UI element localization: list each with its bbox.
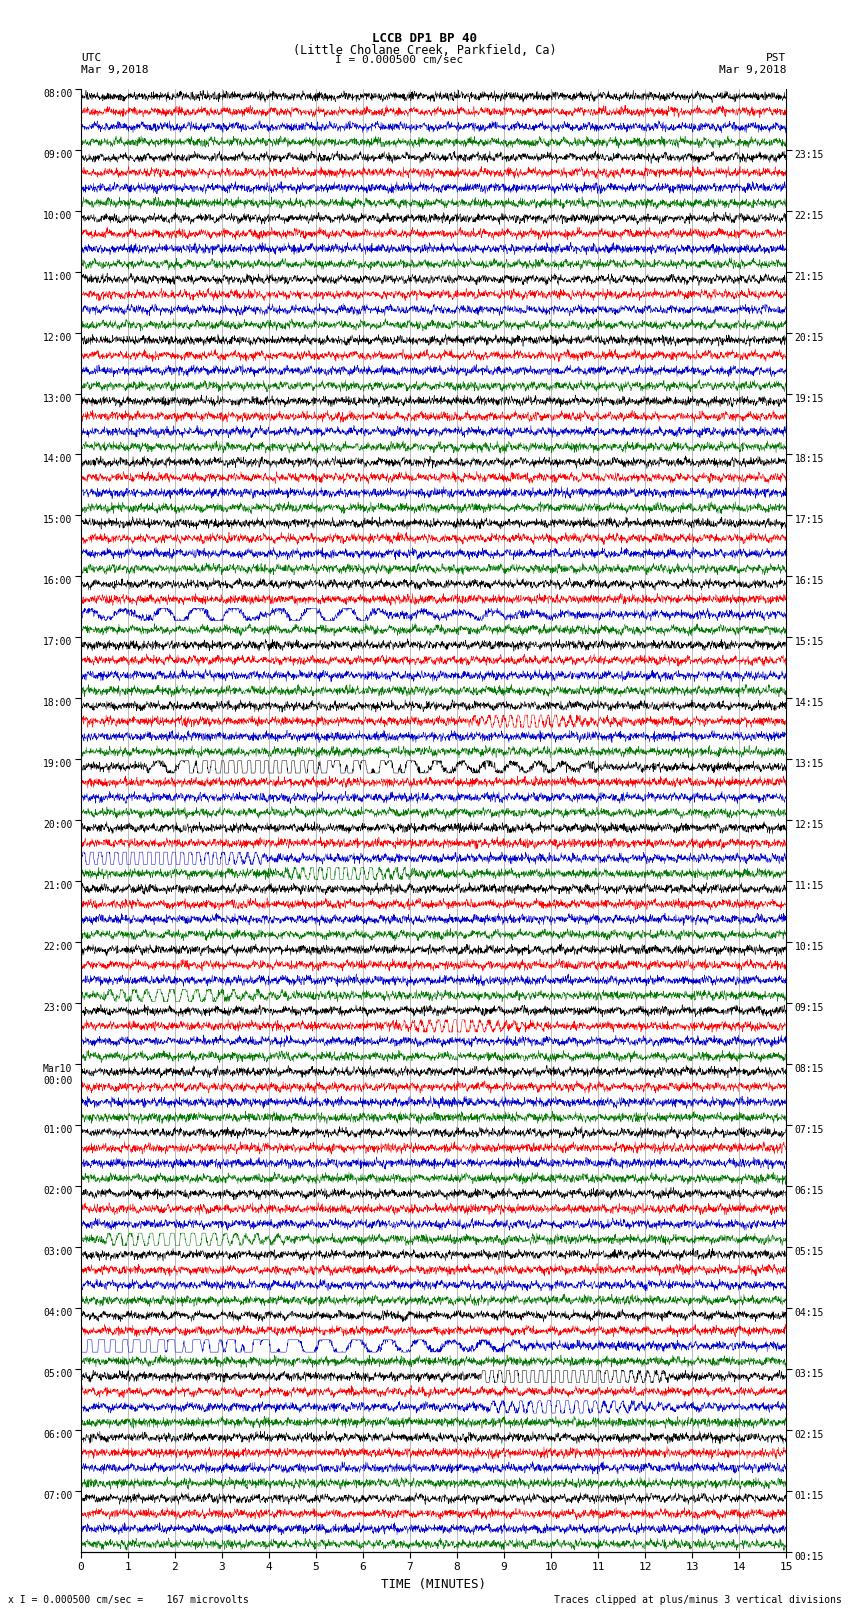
Text: Mar 9,2018: Mar 9,2018	[81, 65, 148, 74]
Text: Traces clipped at plus/minus 3 vertical divisions: Traces clipped at plus/minus 3 vertical …	[553, 1595, 842, 1605]
Text: Mar 9,2018: Mar 9,2018	[719, 65, 786, 74]
Text: PST: PST	[766, 53, 786, 63]
Text: x I = 0.000500 cm/sec =    167 microvolts: x I = 0.000500 cm/sec = 167 microvolts	[8, 1595, 249, 1605]
Text: (Little Cholane Creek, Parkfield, Ca): (Little Cholane Creek, Parkfield, Ca)	[293, 44, 557, 56]
X-axis label: TIME (MINUTES): TIME (MINUTES)	[381, 1578, 486, 1590]
Text: I = 0.000500 cm/sec: I = 0.000500 cm/sec	[336, 55, 463, 65]
Text: UTC: UTC	[81, 53, 101, 63]
Text: LCCB DP1 BP 40: LCCB DP1 BP 40	[372, 32, 478, 45]
